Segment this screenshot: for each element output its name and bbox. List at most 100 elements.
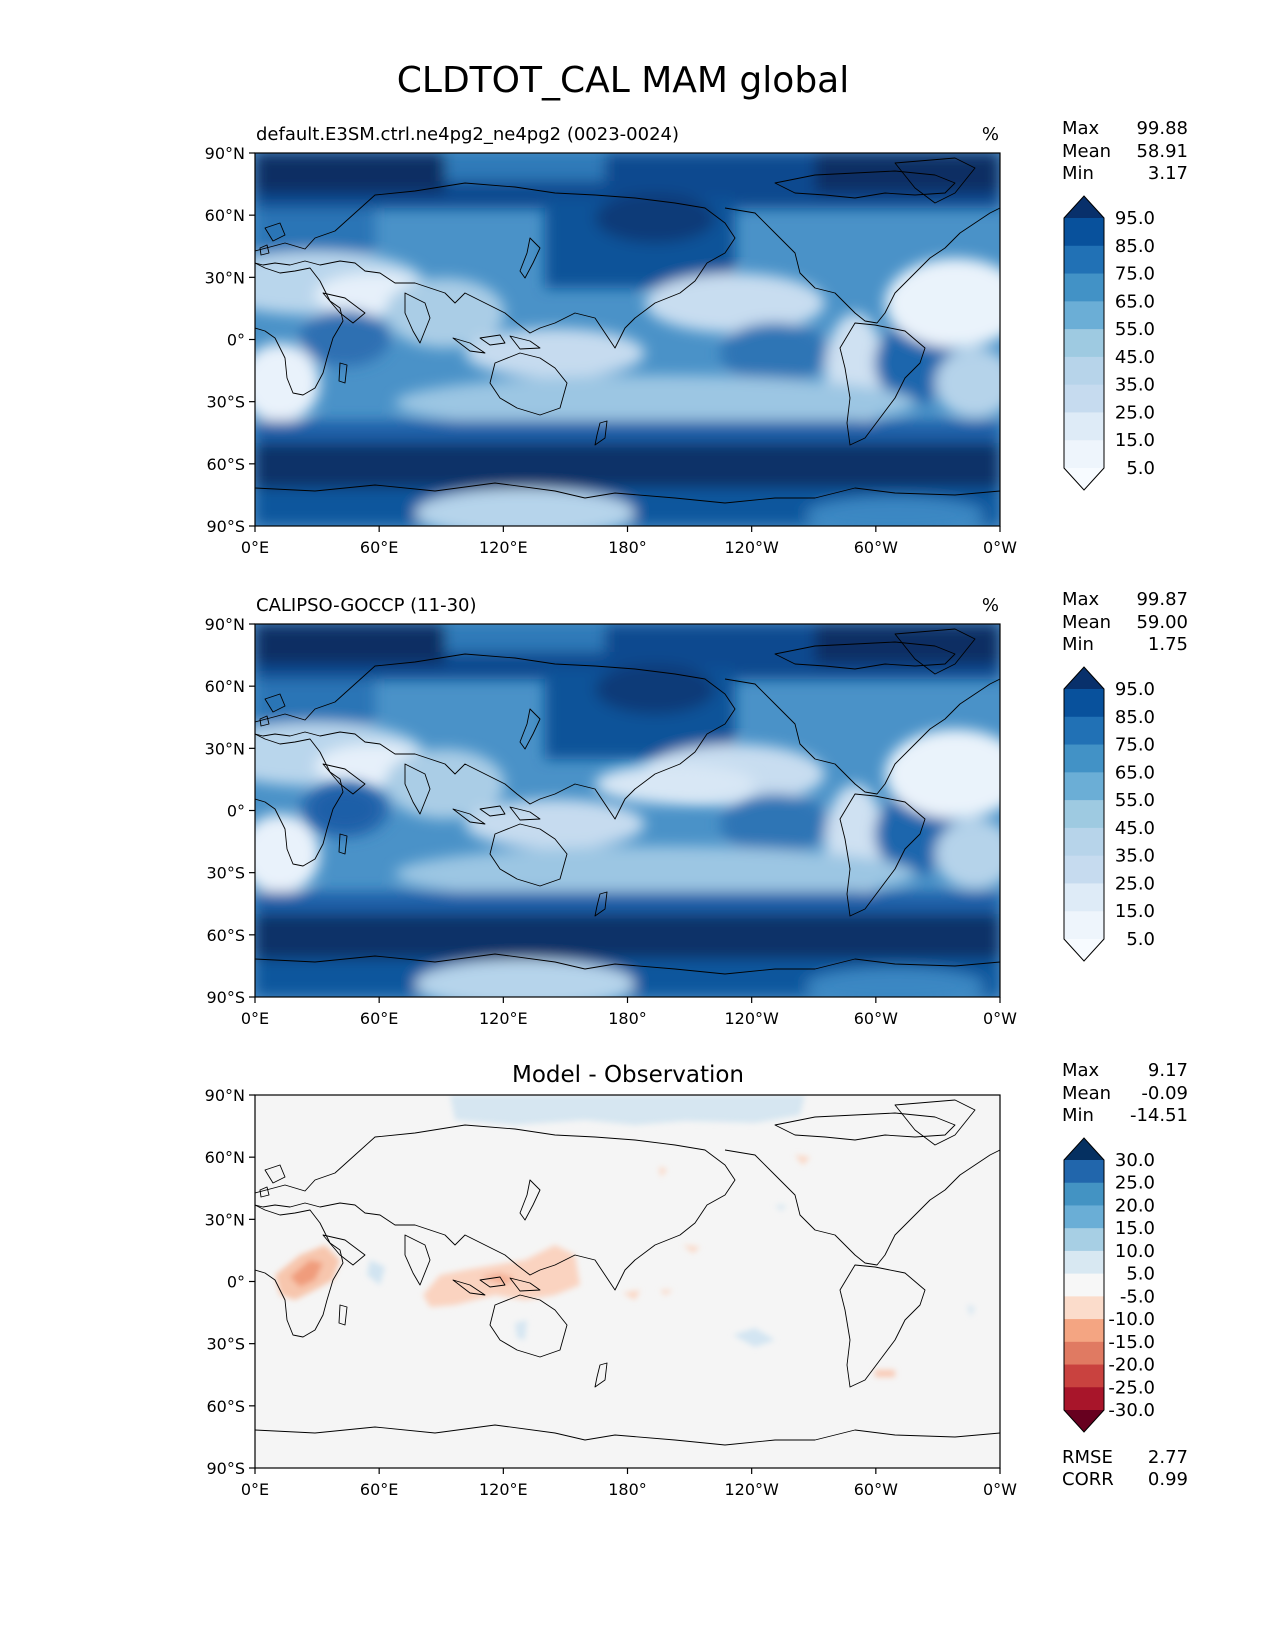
colorbar-label: 20.0	[1115, 1195, 1155, 1216]
colorbar-extend-min	[1064, 939, 1104, 961]
stat-label-max: Max	[1062, 589, 1100, 610]
colorbar-segment	[1064, 1205, 1104, 1229]
colorbar-label: -10.0	[1108, 1309, 1155, 1330]
stat-value-max: 99.88	[1136, 118, 1188, 139]
colorbar-label: 35.0	[1115, 375, 1155, 396]
panel-test: default.E3SM.ctrl.ne4pg2_ne4pg2 (0023-00…	[205, 118, 1188, 557]
stat-value-max: 99.87	[1136, 589, 1188, 610]
x-tick-label: 60°W	[854, 538, 898, 557]
colorbar-segment	[1064, 1296, 1104, 1320]
stat-value-min: 1.75	[1148, 634, 1188, 655]
colorbar-label: 5.0	[1126, 458, 1155, 479]
colorbar-segment	[1064, 716, 1104, 746]
colorbar-segment	[1064, 301, 1104, 330]
colorbar-segment	[1064, 1160, 1104, 1184]
panel-diff-metrics: RMSE 2.77 CORR 0.99	[1062, 1447, 1188, 1490]
colorbar-segment	[1064, 744, 1104, 773]
panel-test-units: %	[982, 124, 999, 145]
panel-test-map	[255, 153, 1000, 538]
colorbar-segment	[1064, 329, 1104, 358]
panel-reference-colorbar: 95.0 85.0 75.0 65.0 55.0 45.0 35.0 25.0 15.0 5.0	[1063, 666, 1155, 962]
colorbar-extend-max	[1064, 196, 1104, 218]
panel-reference-title: CALIPSO-GOCCP (11-30)	[256, 595, 477, 616]
colorbar-label: -5.0	[1120, 1286, 1155, 1307]
colorbar-label: 85.0	[1115, 236, 1155, 257]
x-tick-label: 120°E	[479, 538, 528, 557]
colorbar-extend-max	[1064, 1138, 1104, 1160]
y-tick-label: 60°N	[205, 1148, 245, 1167]
y-tick-label: 30°S	[206, 864, 245, 883]
panel-diff-title: Model - Observation	[512, 1062, 744, 1088]
metric-value-corr: 0.99	[1148, 1469, 1188, 1490]
colorbar-label: 30.0	[1115, 1150, 1155, 1171]
panel-diff: Model - Observation	[205, 1060, 1188, 1499]
x-tick-label: 180°	[608, 1480, 647, 1499]
stat-label-min: Min	[1062, 634, 1094, 655]
colorbar-label: -30.0	[1108, 1400, 1155, 1421]
colorbar-segment	[1064, 356, 1104, 386]
colorbar-segment	[1064, 218, 1104, 247]
y-tick-label: 90°N	[205, 615, 245, 634]
y-tick-label: 90°S	[206, 988, 245, 1007]
x-tick-label: 60°E	[360, 538, 398, 557]
colorbar-segment	[1064, 1273, 1104, 1297]
colorbar-segment	[1064, 245, 1104, 275]
colorbar-segment	[1064, 412, 1104, 441]
colorbar-label: 25.0	[1115, 402, 1155, 423]
y-tick-label: 90°N	[205, 1086, 245, 1105]
stat-value-min: -14.51	[1130, 1105, 1188, 1126]
x-tick-label: 60°W	[854, 1009, 898, 1028]
colorbar-label: 75.0	[1115, 264, 1155, 285]
metric-value-rmse: 2.77	[1148, 1447, 1188, 1468]
y-tick-label: 60°S	[206, 1397, 245, 1416]
colorbar-label: 10.0	[1115, 1241, 1155, 1262]
colorbar-segment	[1064, 1341, 1104, 1366]
colorbar-label: 45.0	[1115, 818, 1155, 839]
colorbar-label: 65.0	[1115, 762, 1155, 783]
metric-label-corr: CORR	[1062, 1469, 1114, 1490]
stat-label-mean: Mean	[1062, 612, 1111, 633]
panel-test-title: default.E3SM.ctrl.ne4pg2_ne4pg2 (0023-00…	[256, 124, 679, 145]
y-tick-label: 0°	[227, 802, 245, 821]
y-tick-label: 90°N	[205, 144, 245, 163]
colorbar-segment	[1064, 1182, 1104, 1206]
x-tick-label: 120°E	[479, 1009, 528, 1028]
colorbar-segment	[1064, 1387, 1104, 1411]
colorbar-segment	[1064, 772, 1104, 801]
colorbar-segment	[1064, 1250, 1104, 1275]
colorbar-segment	[1064, 440, 1104, 469]
colorbar-segment	[1064, 689, 1104, 718]
x-tick-label: 0°E	[241, 1009, 269, 1028]
metric-label-rmse: RMSE	[1062, 1447, 1113, 1468]
colorbar-label: 95.0	[1115, 208, 1155, 229]
x-tick-label: 60°E	[360, 1009, 398, 1028]
x-tick-label: 120°W	[724, 1480, 779, 1499]
x-tick-label: 0°W	[983, 1480, 1017, 1499]
y-tick-label: 30°S	[206, 393, 245, 412]
stat-value-min: 3.17	[1148, 163, 1188, 184]
colorbar-segment	[1064, 827, 1104, 857]
y-tick-label: 60°N	[205, 677, 245, 696]
colorbar-segment	[1064, 1228, 1104, 1252]
colorbar-label: 25.0	[1115, 1173, 1155, 1194]
panel-reference-units: %	[982, 595, 999, 616]
y-tick-label: 0°	[227, 1273, 245, 1292]
colorbar-label: 5.0	[1126, 929, 1155, 950]
x-tick-label: 0°W	[983, 538, 1017, 557]
y-tick-label: 30°S	[206, 1335, 245, 1354]
colorbar-label: 55.0	[1115, 790, 1155, 811]
x-tick-label: 120°E	[479, 1480, 528, 1499]
colorbar-extend-max	[1064, 667, 1104, 689]
colorbar-label: 25.0	[1115, 873, 1155, 894]
colorbar-label: -15.0	[1108, 1332, 1155, 1353]
colorbar-segment	[1064, 273, 1104, 302]
colorbar-segment	[1064, 883, 1104, 912]
colorbar-label: 85.0	[1115, 707, 1155, 728]
colorbar-label: -20.0	[1108, 1355, 1155, 1376]
x-tick-label: 0°E	[241, 1480, 269, 1499]
stat-value-mean: -0.09	[1141, 1083, 1188, 1104]
stat-label-min: Min	[1062, 163, 1094, 184]
colorbar-segment	[1064, 384, 1104, 413]
panel-diff-map	[255, 1095, 1000, 1468]
x-tick-label: 120°W	[724, 538, 779, 557]
